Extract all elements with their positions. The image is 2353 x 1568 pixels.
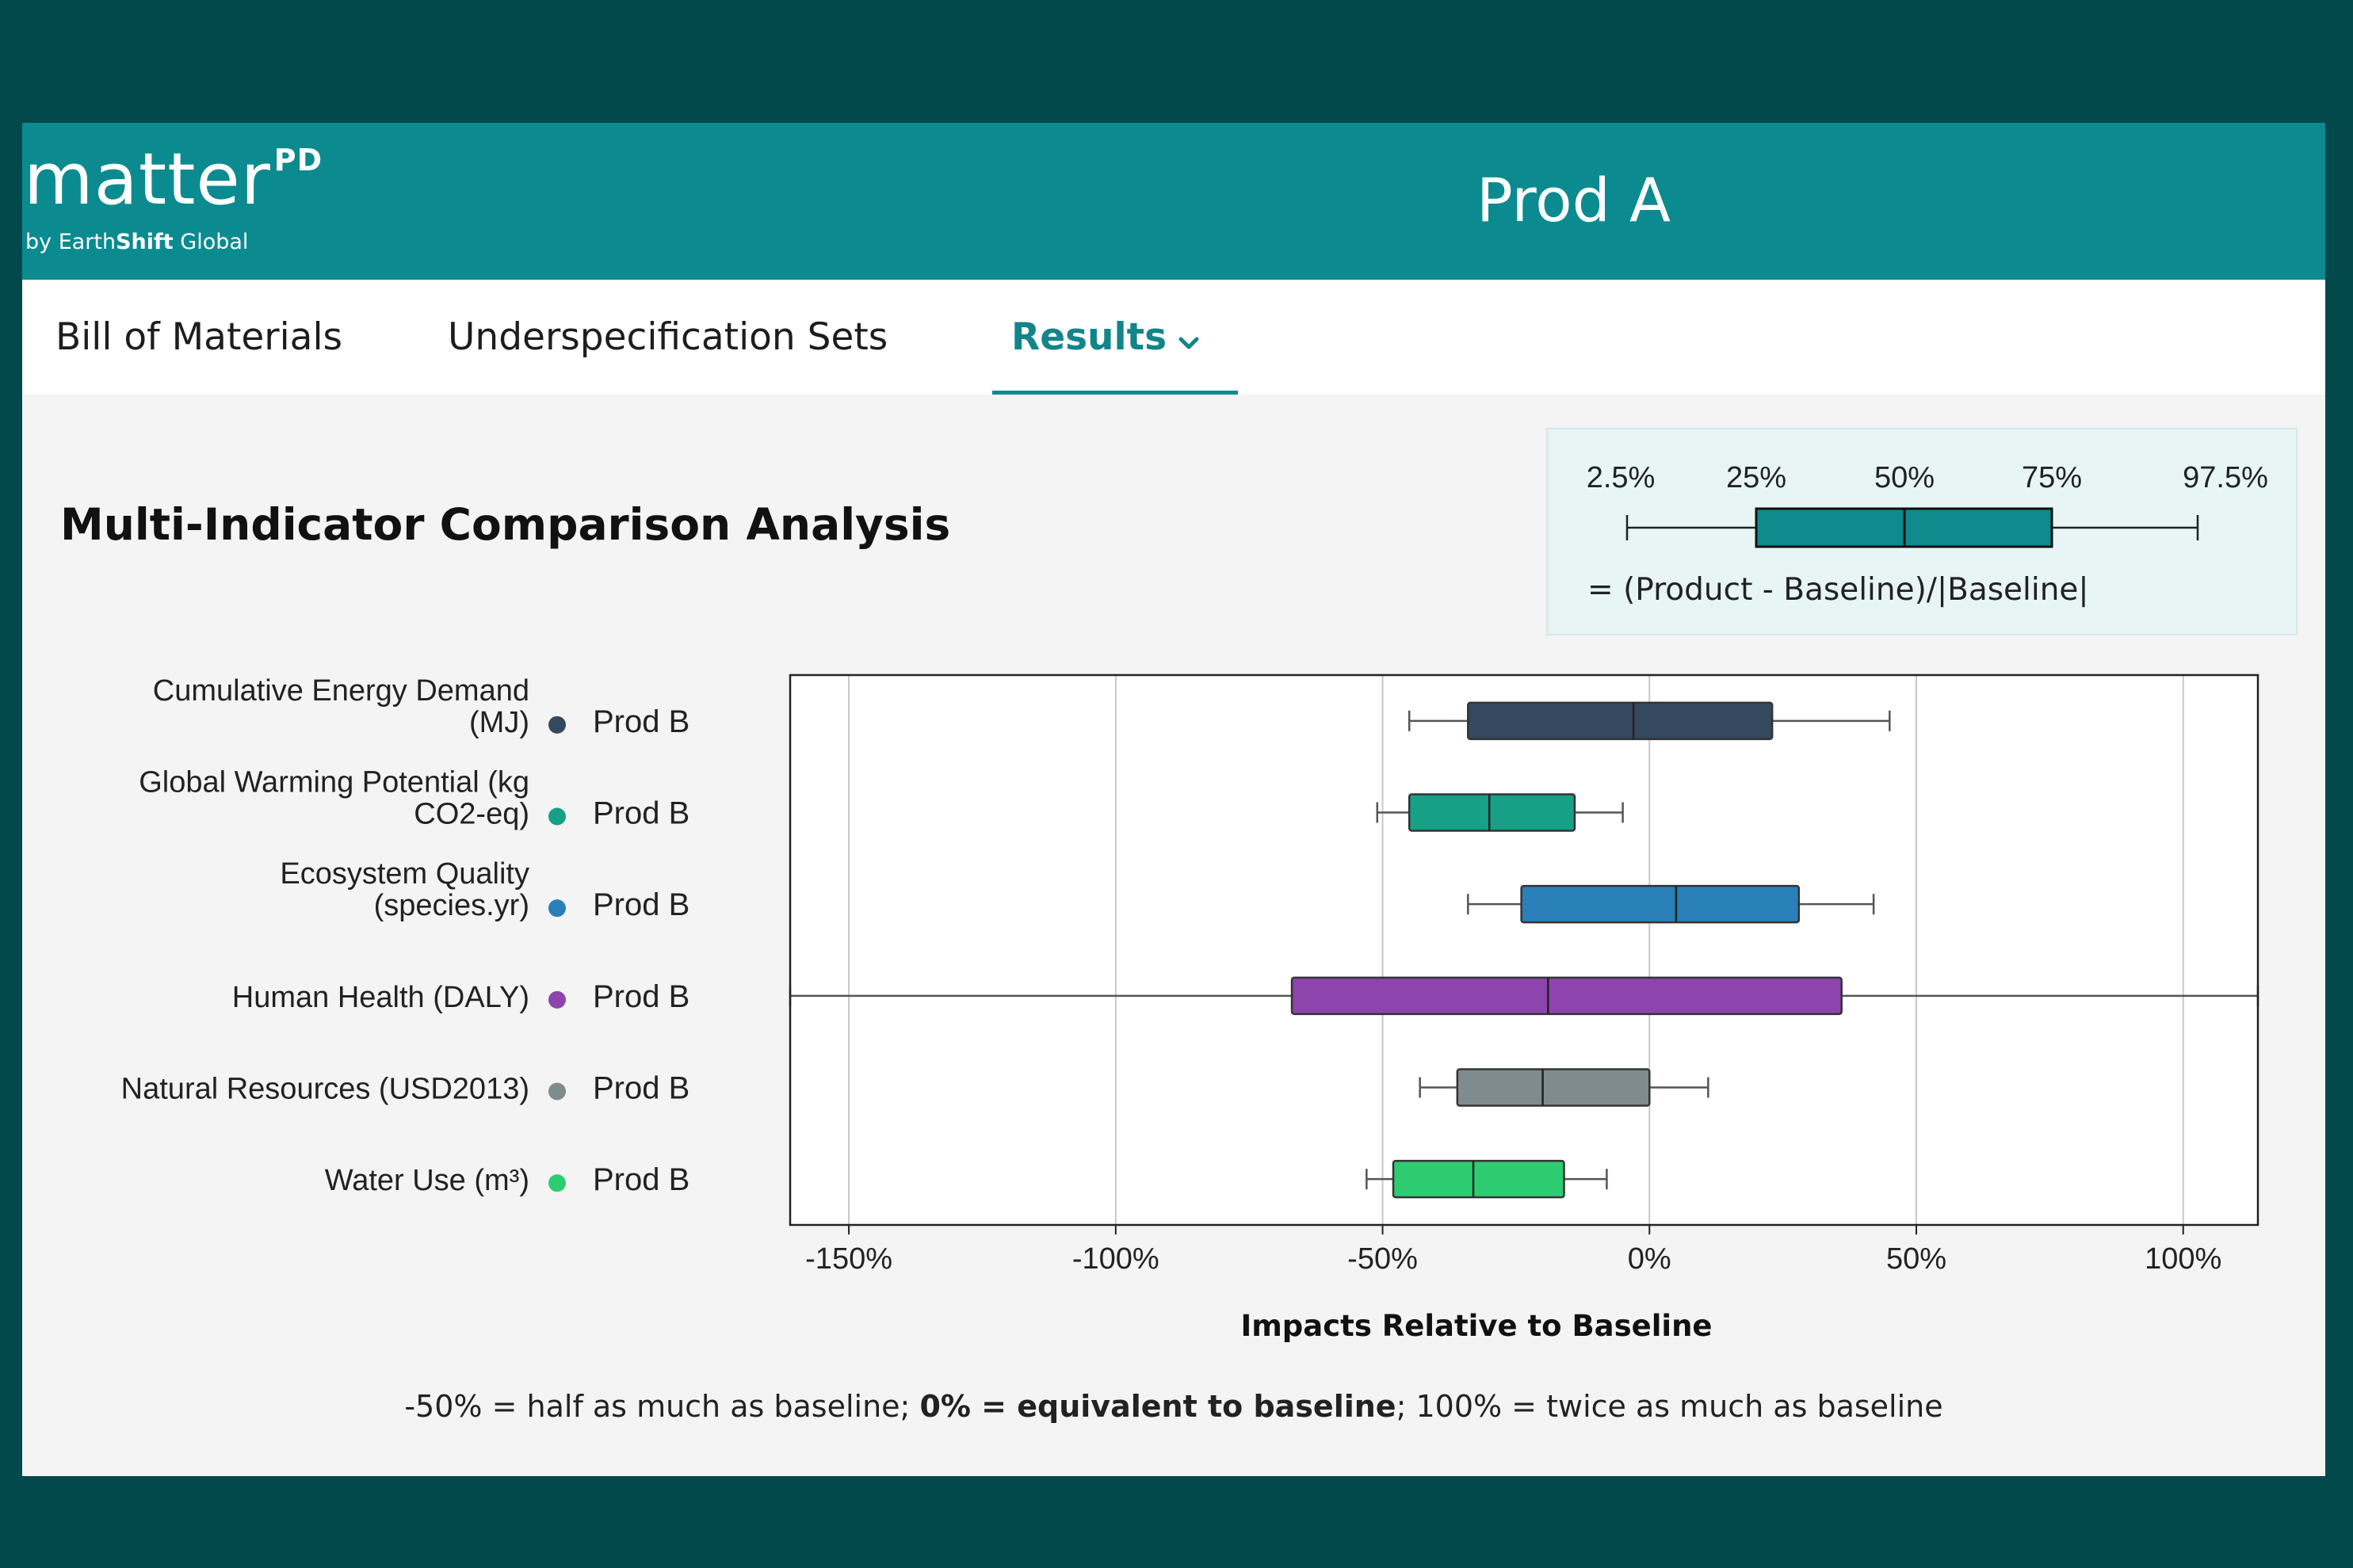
- product-title: Prod A: [1476, 165, 1671, 235]
- box-plot-chart: -150% -100% -50% 0% 50% 100% Cumulative Energy…: [121, 673, 2259, 1343]
- series-dot: [548, 1174, 566, 1192]
- indicator-label: Cumulative Energy Demand: [153, 674, 529, 708]
- percentile-legend: 2.5% 25% 50% 75% 97.5% = (Product - Base…: [1546, 428, 2298, 635]
- legend-boxplot-svg: 2.5% 25% 50% 75% 97.5%: [1587, 461, 2268, 548]
- iqr-box: [1392, 1159, 1565, 1199]
- legend-label-97-5: 97.5%: [2183, 461, 2268, 494]
- tab-bill-of-materials[interactable]: Bill of Materials: [55, 315, 343, 359]
- app-window: matter PD by EarthShift Global Prod A Bil…: [22, 123, 2325, 1476]
- indicator-label: (species.yr): [374, 889, 529, 922]
- app-header: matter PD by EarthShift Global Prod A: [22, 123, 2325, 280]
- series-dot: [548, 990, 566, 1009]
- iqr-box: [1408, 793, 1576, 832]
- series-dot: [548, 899, 566, 918]
- x-tick-label: 50%: [1886, 1242, 1946, 1276]
- x-tick-label: -50%: [1347, 1242, 1418, 1276]
- indicator-label: Human Health (DALY): [232, 981, 529, 1014]
- legend-label-50: 50%: [1874, 461, 1935, 494]
- x-tick-label: -100%: [1072, 1242, 1159, 1276]
- plot-area: [790, 675, 2258, 1225]
- indicator-label: Ecosystem Quality: [280, 857, 529, 891]
- product-label: Prod B: [593, 704, 689, 739]
- iqr-box: [1467, 701, 1774, 741]
- active-tab-indicator: [992, 391, 1238, 395]
- logo-byline: by EarthShift Global: [25, 230, 249, 254]
- page-title: Multi-Indicator Comparison Analysis: [60, 499, 951, 550]
- series-dot: [548, 807, 566, 826]
- product-label: Prod B: [593, 1162, 689, 1197]
- legend-label-75: 75%: [2022, 461, 2082, 494]
- logo-word: matter: [24, 138, 271, 221]
- iqr-box: [1456, 1068, 1651, 1107]
- chevron-down-icon: [1178, 282, 1200, 397]
- indicator-label: Water Use (m³): [325, 1164, 529, 1197]
- plot-frame: [789, 673, 2259, 1227]
- main-nav: Bill of Materials Underspecification Set…: [22, 280, 2325, 395]
- tab-underspecification-sets[interactable]: Underspecification Sets: [448, 315, 888, 359]
- product-label: Prod B: [593, 979, 689, 1014]
- x-tick-label: 0%: [1628, 1242, 1671, 1276]
- logo-superscript: PD: [273, 143, 323, 177]
- indicator-label: Global Warming Potential (kg: [139, 766, 529, 799]
- legend-formula: = (Product - Baseline)/|Baseline|: [1587, 572, 2089, 608]
- x-tick-label: 100%: [2145, 1242, 2221, 1276]
- series-dot: [548, 1082, 566, 1101]
- series-dot: [548, 715, 566, 734]
- x-axis-label: Impacts Relative to Baseline: [1240, 1309, 1712, 1343]
- legend-label-25: 25%: [1726, 461, 1786, 494]
- x-tick-label: -150%: [805, 1242, 892, 1276]
- chart-footnote: -50% = half as much as baseline; 0% = eq…: [404, 1389, 1943, 1424]
- legend-label-2-5: 2.5%: [1587, 461, 1656, 494]
- indicator-label: Natural Resources (USD2013): [121, 1073, 529, 1106]
- product-label: Prod B: [593, 887, 689, 922]
- product-label: Prod B: [593, 796, 689, 831]
- iqr-box: [1290, 976, 1843, 1016]
- tab-results[interactable]: Results: [1011, 280, 1200, 395]
- indicator-label: (MJ): [469, 706, 529, 739]
- iqr-box: [1520, 884, 1801, 924]
- matterpd-logo[interactable]: matter PD by EarthShift Global: [24, 142, 323, 254]
- product-label: Prod B: [593, 1071, 689, 1106]
- indicator-label: CO2-eq): [414, 798, 529, 831]
